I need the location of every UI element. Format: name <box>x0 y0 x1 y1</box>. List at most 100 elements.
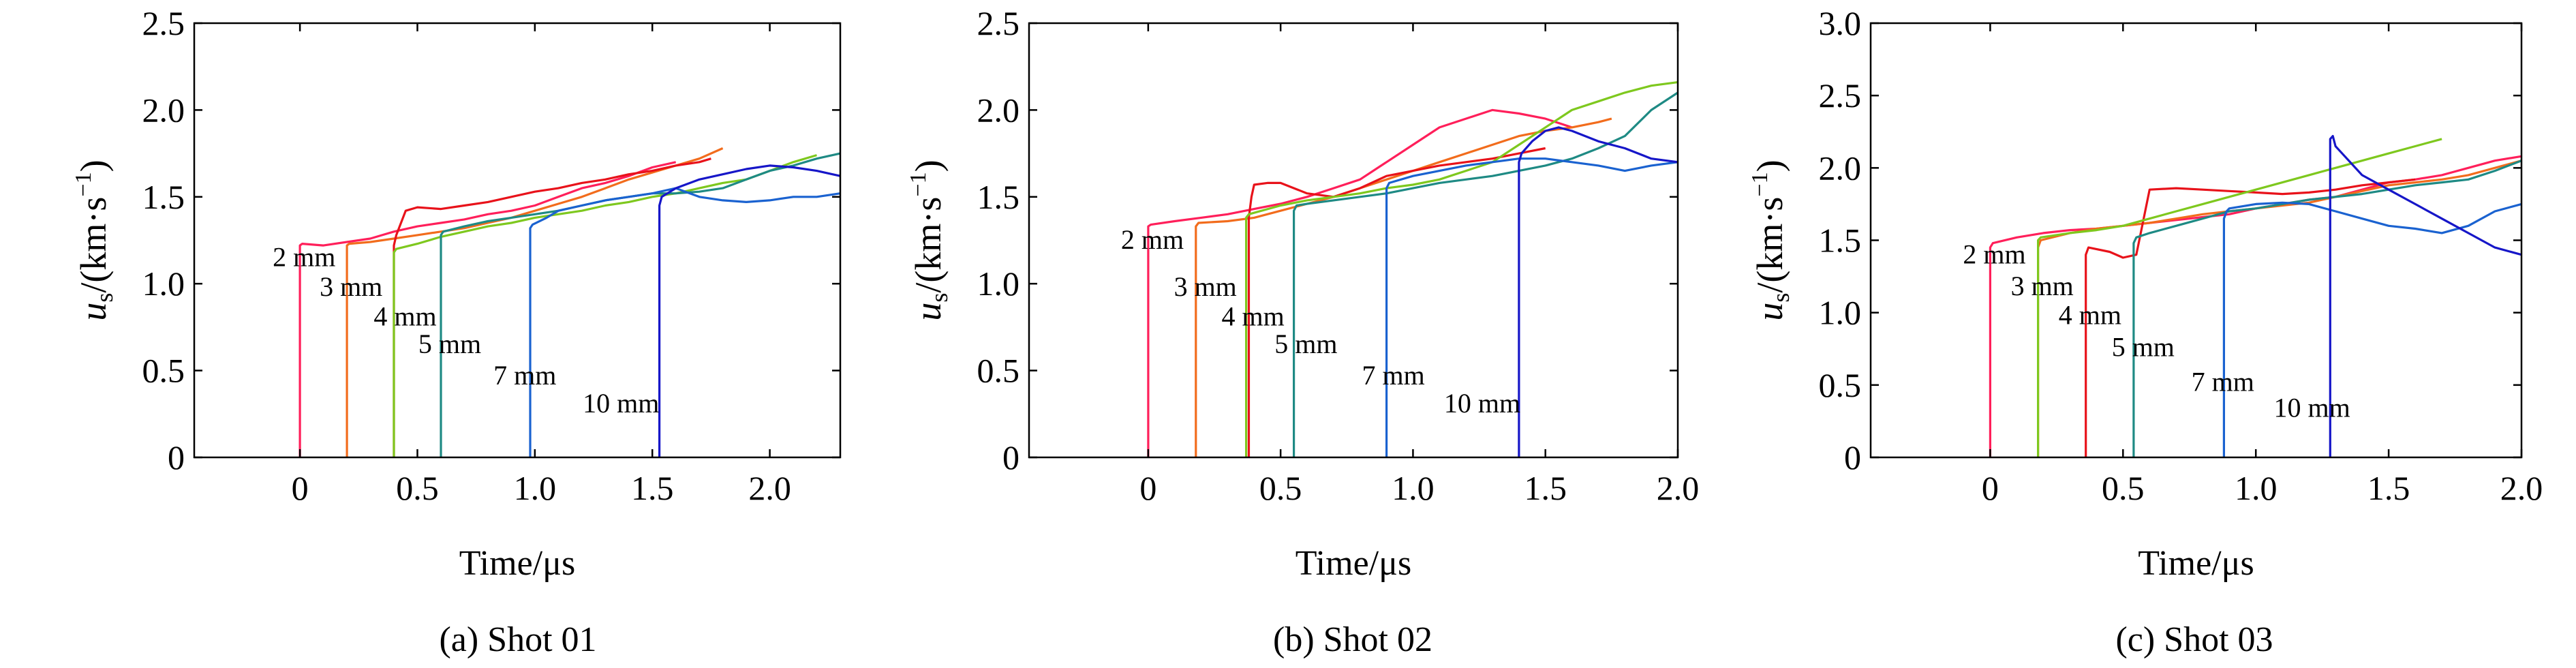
y-tick-label: 2.5 <box>977 4 1020 42</box>
y-tick-label: 0.5 <box>977 352 1020 390</box>
series-label: 4 mm <box>373 301 436 331</box>
y-axis-label-close: ) <box>73 160 114 172</box>
x-tick-label: 1.5 <box>1524 469 1567 507</box>
series-label: 4 mm <box>2059 300 2121 331</box>
y-axis-label-close: ) <box>908 160 949 172</box>
y-axis-label-sub: s <box>925 293 953 303</box>
y-tick-label: 0 <box>1002 438 1019 476</box>
series-label: 10 mm <box>583 388 659 419</box>
x-tick-label: 2.0 <box>748 469 791 507</box>
panel-caption: (b) Shot 02 <box>1273 620 1432 659</box>
series-label: 10 mm <box>2273 393 2350 423</box>
y-tick-label: 0 <box>1844 438 1861 476</box>
series-label: 3 mm <box>2011 271 2074 301</box>
series-label: 5 mm <box>2112 331 2175 362</box>
x-axis-label: Time/μs <box>2138 544 2254 583</box>
series-line-2mm <box>1147 108 1573 457</box>
series-line-5mm <box>1244 81 1678 457</box>
x-tick-label: 0.5 <box>396 469 439 507</box>
x-tick-label: 0 <box>292 469 309 507</box>
x-tick-label: 0.5 <box>2102 469 2145 507</box>
series-line-5mm <box>2037 138 2442 457</box>
series-label: 3 mm <box>320 271 382 302</box>
series-label: 2 mm <box>1121 224 1184 255</box>
y-tick-label: 2.0 <box>142 91 185 129</box>
y-axis-label-unit: /(km·s <box>908 197 949 293</box>
y-tick-label: 1.0 <box>142 264 185 303</box>
y-axis-label-close: ) <box>1749 160 1790 172</box>
series-line-2mm <box>298 161 677 457</box>
x-tick-label: 1.0 <box>1392 469 1435 507</box>
series-label: 5 mm <box>418 329 481 359</box>
y-axis-label-exp: −1 <box>1747 172 1773 196</box>
series-line-extra <box>1518 126 1678 457</box>
x-tick-label: 2.0 <box>1657 469 1700 507</box>
series-line-7mm <box>2132 160 2522 457</box>
series-label: 4 mm <box>1222 301 1285 331</box>
x-tick-label: 1.5 <box>631 469 674 507</box>
y-axis-label-unit: /(km·s <box>73 197 114 293</box>
y-tick-label: 2.0 <box>977 91 1020 129</box>
series-label: 2 mm <box>1963 239 2025 269</box>
y-axis-label: us/(km·s−1) <box>906 160 953 320</box>
series-line-3mm <box>1195 117 1612 457</box>
y-tick-label: 1.0 <box>977 264 1020 303</box>
x-tick-label: 1.5 <box>2367 469 2410 507</box>
series-line-10mm <box>1385 157 1678 457</box>
series-label: 5 mm <box>1274 329 1337 359</box>
series-line-extra <box>2329 135 2522 457</box>
y-tick-label: 1.0 <box>1819 294 1862 332</box>
y-axis-label-sub: s <box>1767 293 1794 303</box>
y-tick-label: 0.5 <box>1819 366 1862 404</box>
y-axis-label-main: u <box>908 303 949 321</box>
panel-caption: (a) Shot 01 <box>439 620 596 659</box>
y-tick-label: 1.5 <box>1819 222 1862 260</box>
series-label: 7 mm <box>493 360 556 391</box>
y-axis-label: us/(km·s−1) <box>1747 160 1794 320</box>
y-tick-label: 2.5 <box>1819 76 1862 115</box>
y-axis-label-main: u <box>1749 303 1790 321</box>
chart-panel-1: 2 mm3 mm4 mm5 mm 7 mm 10 mm 0 0.5 1.0 1.5 2.0 0 0… <box>71 4 842 659</box>
x-tick-label: 0 <box>1139 469 1156 507</box>
y-tick-label: 2.0 <box>1819 149 1862 187</box>
series-line-10mm <box>2222 201 2522 457</box>
y-axis-label-unit: /(km·s <box>1749 197 1790 293</box>
x-tick-label: 1.0 <box>2235 469 2278 507</box>
y-tick-label: 1.5 <box>142 178 185 216</box>
series-label: 3 mm <box>1174 271 1237 302</box>
series-label: 10 mm <box>1444 388 1520 419</box>
chart-panel-2: 2 mm 3 mm4 mm5 mm 7 mm 10 mm 0 0.5 1.0 1.5 2.0 0 0… <box>906 4 1699 659</box>
series-label: 7 mm <box>2192 366 2254 397</box>
x-axis-label: Time/μs <box>459 544 575 583</box>
series-line-4mm <box>393 157 711 457</box>
plot-frame <box>193 22 842 459</box>
series-line-4mm <box>1247 147 1546 457</box>
series-line-5mm <box>393 154 817 457</box>
y-axis-label-exp: −1 <box>906 172 931 196</box>
panel-caption: (c) Shot 03 <box>2115 620 2273 659</box>
x-tick-label: 0 <box>1982 469 1999 507</box>
y-axis-label: us/(km·s−1) <box>71 160 118 320</box>
y-axis-label-exp: −1 <box>71 172 96 196</box>
series-label: 7 mm <box>1362 360 1424 391</box>
plot-frame <box>1028 22 1679 459</box>
series-line-2mm <box>1989 155 2522 457</box>
x-axis-label: Time/μs <box>1295 544 1411 583</box>
y-axis-label-sub: s <box>91 293 118 303</box>
series-label: 2 mm <box>273 242 335 273</box>
series-line-extra <box>658 164 841 457</box>
y-tick-label: 0.5 <box>142 352 185 390</box>
y-tick-label: 1.5 <box>977 178 1020 216</box>
y-axis-label-main: u <box>73 303 114 321</box>
series-line-7mm <box>1292 91 1678 457</box>
y-tick-label: 3.0 <box>1819 4 1862 42</box>
series-line-10mm <box>529 187 841 457</box>
x-tick-label: 0.5 <box>1259 469 1302 507</box>
chart-panel-3: 2 mm3 mm4 mm5 mm 7 mm 10 mm 0 0.5 1.0 1.5 2.0 0 0… <box>1747 4 2543 659</box>
y-tick-label: 0 <box>168 438 185 476</box>
series-line-4mm <box>2085 178 2416 457</box>
x-tick-label: 1.0 <box>514 469 557 507</box>
y-tick-label: 2.5 <box>142 4 185 42</box>
x-tick-label: 2.0 <box>2500 469 2543 507</box>
